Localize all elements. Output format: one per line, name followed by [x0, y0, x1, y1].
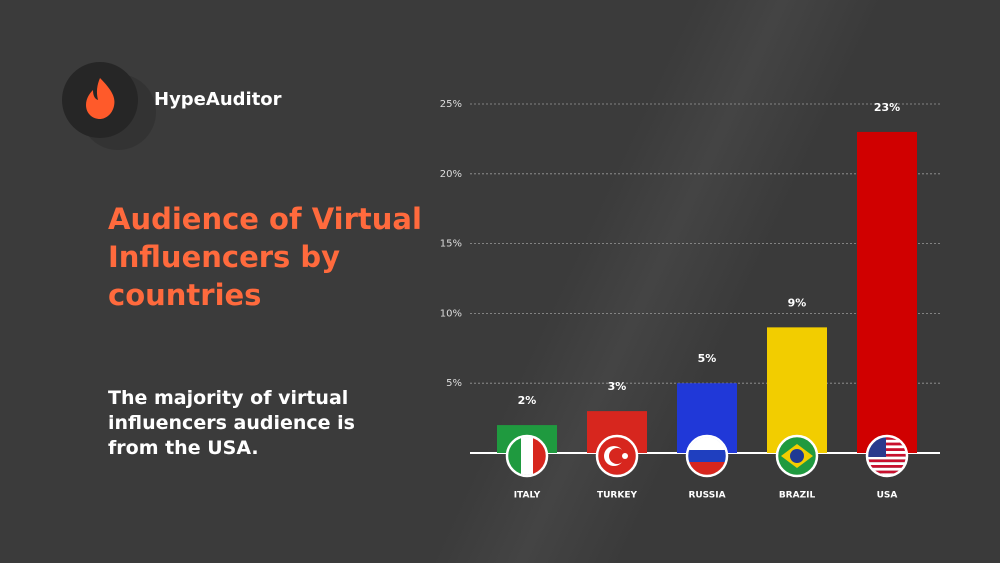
- flag-part: [521, 437, 533, 475]
- flag: [508, 437, 546, 475]
- flag-part: [868, 470, 906, 474]
- flag-part: [868, 473, 906, 475]
- value-label: 2%: [518, 394, 537, 407]
- flag-part: [533, 437, 546, 475]
- y-tick-label: 15%: [440, 239, 462, 250]
- flag: [868, 437, 906, 475]
- flag-part: [790, 449, 804, 463]
- flag-part: [622, 453, 628, 459]
- x-tick-label: TURKEY: [597, 491, 637, 501]
- y-tick-label: 5%: [446, 378, 462, 389]
- y-tick-label: 10%: [440, 308, 462, 319]
- y-tick-label: 20%: [440, 169, 462, 180]
- subtitle: The majority of virtual influencers audi…: [108, 387, 355, 459]
- x-tick-label: USA: [877, 491, 898, 501]
- value-label: 23%: [874, 101, 900, 114]
- value-label: 9%: [788, 296, 807, 309]
- x-tick-label: ITALY: [514, 491, 541, 501]
- flag-part: [868, 459, 906, 463]
- flag-part: [868, 448, 906, 451]
- flag-part: [868, 456, 906, 460]
- flag: [598, 437, 636, 475]
- flag-border: [865, 434, 909, 478]
- flag-border: [595, 434, 639, 478]
- flag-part: [868, 442, 906, 446]
- flag-border: [505, 434, 549, 478]
- flag-part: [868, 467, 906, 471]
- x-tick-label: RUSSIA: [688, 491, 725, 501]
- flag-part: [868, 445, 906, 449]
- flag: [688, 437, 726, 475]
- brand: HypeAuditor: [154, 89, 282, 110]
- chart-title: Audience of Virtual Influencers by count…: [108, 202, 422, 312]
- bar: [767, 327, 827, 453]
- logo-flame: [86, 78, 115, 119]
- flag-part: [868, 465, 906, 468]
- x-tick-label: BRAZIL: [779, 491, 816, 501]
- flag-part: [868, 437, 906, 440]
- flag-part: [688, 437, 726, 450]
- bar: [857, 131, 917, 454]
- flag-part: [868, 451, 906, 454]
- value-label: 5%: [698, 352, 717, 365]
- flag-part: [868, 453, 906, 457]
- flag-part: [868, 462, 906, 465]
- flag-part: [868, 439, 906, 443]
- flag-part: [508, 437, 521, 475]
- flag-border: [775, 434, 819, 478]
- flag-part: [688, 450, 726, 462]
- value-label: 3%: [608, 380, 627, 393]
- flag-part: [688, 462, 726, 475]
- y-tick-label: 25%: [440, 99, 462, 110]
- flag-part: [609, 448, 625, 464]
- flag-border: [685, 434, 729, 478]
- flag: [778, 437, 816, 475]
